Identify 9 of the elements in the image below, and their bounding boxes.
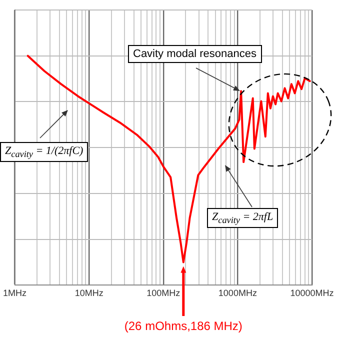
annotation: Z$_{cavity}$ = 1/(2πfC): [0, 142, 88, 162]
text: (26 mOhms,186 MHz): [124, 319, 242, 333]
x-tick-label: 10MHz: [74, 288, 104, 298]
annotation: Z$_{cavity}$ = 2πfL: [207, 208, 278, 228]
x-tick-label: 1000MHz: [218, 288, 258, 298]
x-tick-label: 10000MHz: [290, 288, 334, 298]
annotation: Cavity modal resonances: [128, 45, 262, 63]
x-tick-label: 1MHz: [2, 288, 27, 298]
x-tick-label: 100MHz: [146, 288, 181, 298]
